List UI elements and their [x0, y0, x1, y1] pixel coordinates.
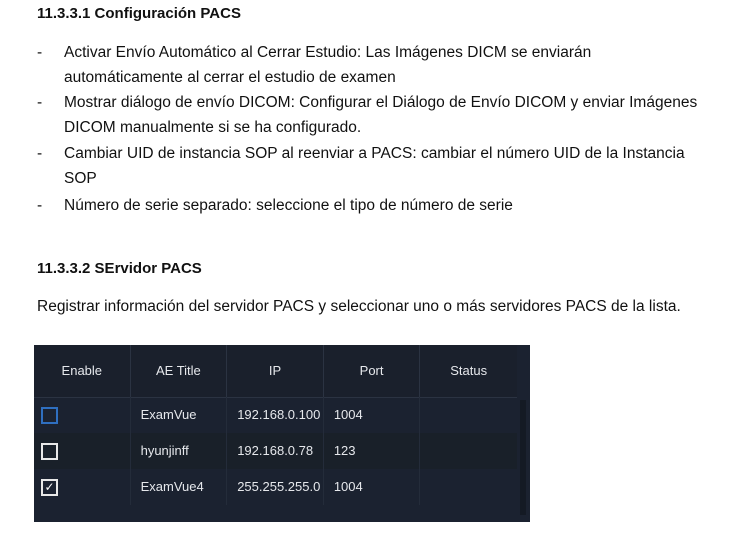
- scrollbar[interactable]: [520, 400, 526, 515]
- bullet-marker: -: [37, 94, 43, 111]
- bullet-item: - Número de serie separado: seleccione el…: [37, 193, 717, 218]
- port-cell: 1004: [324, 469, 421, 505]
- bullet-text: Número de serie separado: seleccione el …: [64, 197, 513, 214]
- bullet-text: Cambiar UID de instancia SOP al reenviar…: [64, 145, 685, 187]
- section-heading-pacs-config: 11.3.3.1 Configuración PACS: [37, 5, 241, 22]
- bullet-item: - Mostrar diálogo de envío DICOM: Configu…: [37, 90, 717, 140]
- ae-title-cell: ExamVue: [131, 397, 228, 433]
- header-ip[interactable]: IP: [227, 345, 324, 397]
- paragraph: Registrar información del servidor PACS …: [37, 298, 681, 315]
- enable-checkbox[interactable]: [41, 407, 58, 425]
- header-status[interactable]: Status: [450, 363, 488, 378]
- enable-checkbox[interactable]: [41, 443, 58, 461]
- enable-checkbox[interactable]: ✓: [41, 479, 58, 497]
- ip-cell: 255.255.255.0: [227, 469, 324, 505]
- bullet-item: - Activar Envío Automático al Cerrar Estu…: [37, 40, 717, 90]
- header-ae-title[interactable]: AE Title: [131, 345, 228, 397]
- bullet-text: Activar Envío Automático al Cerrar Estud…: [64, 44, 592, 86]
- check-icon: ✓: [44, 480, 55, 495]
- ip-cell: 192.168.0.78: [227, 433, 324, 469]
- table-row[interactable]: ExamVue 192.168.0.100 1004: [34, 397, 517, 433]
- bullet-marker: -: [37, 44, 43, 61]
- ip-cell: 192.168.0.100: [227, 397, 324, 433]
- table-row[interactable]: hyunjinff 192.168.0.78 123: [34, 433, 517, 469]
- table-header: Enable AE Title IP Port Status: [34, 345, 517, 398]
- header-port[interactable]: Port: [324, 345, 421, 397]
- bullet-marker: -: [37, 145, 43, 162]
- header-enable[interactable]: Enable: [34, 345, 131, 397]
- bullet-marker: -: [37, 197, 43, 214]
- ae-title-cell: hyunjinff: [131, 433, 228, 469]
- port-cell: 123: [324, 433, 421, 469]
- pacs-server-table: Enable AE Title IP Port Status ExamVue 1…: [34, 345, 530, 522]
- section-heading-pacs-server: 11.3.3.2 SErvidor PACS: [37, 260, 202, 277]
- port-cell: 1004: [324, 397, 421, 433]
- table-row[interactable]: ✓ ExamVue4 255.255.255.0 1004: [34, 469, 517, 505]
- bullet-item: - Cambiar UID de instancia SOP al reenvia…: [37, 141, 717, 191]
- bullet-text: Mostrar diálogo de envío DICOM: Configur…: [64, 94, 698, 136]
- ae-title-cell: ExamVue4: [131, 469, 228, 505]
